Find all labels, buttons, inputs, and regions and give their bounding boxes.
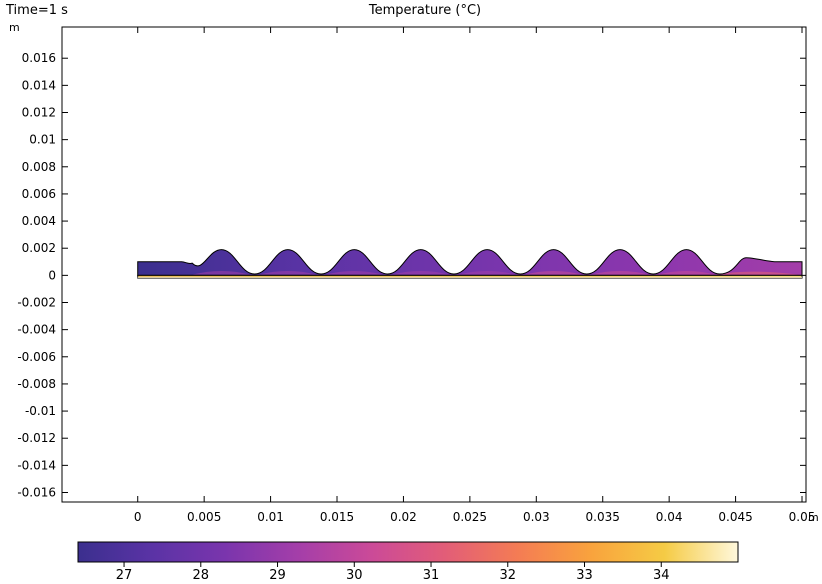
- y-tick-label: -0.012: [17, 431, 56, 445]
- colorbar-tick-label: 34: [653, 568, 670, 583]
- wall-hot-layer: [137, 276, 803, 279]
- y-tick-label: -0.004: [17, 323, 56, 337]
- x-tick-label: 0.005: [187, 510, 221, 524]
- y-tick-label: 0.006: [22, 187, 56, 201]
- y-tick-label: -0.016: [17, 486, 56, 500]
- y-tick-label: 0.014: [22, 78, 56, 92]
- warm-streak: [524, 270, 583, 275]
- y-axis: 0.016 0.014 0.012 0.01 0.008 0.006 0.004 0.002 0…: [17, 51, 806, 500]
- x-tick-label: 0.01: [257, 510, 284, 524]
- colorbar-tick-label: 27: [116, 568, 133, 583]
- warm-streak: [590, 270, 650, 275]
- colorbar-tick-label: 29: [269, 568, 286, 583]
- y-tick-label: -0.006: [17, 350, 56, 364]
- y-tick-label: -0.002: [17, 296, 56, 310]
- warm-streak: [325, 270, 384, 275]
- y-tick-label: 0: [48, 268, 56, 282]
- warm-streak: [657, 270, 716, 275]
- x-tick-label: 0.035: [586, 510, 620, 524]
- time-label: Time=1 s: [5, 3, 68, 18]
- x-tick-label: 0.04: [656, 510, 683, 524]
- colorbar: [77, 541, 739, 563]
- y-tick-label: -0.01: [25, 404, 56, 418]
- colorbar-tick-label: 30: [346, 568, 363, 583]
- warm-streak: [457, 270, 517, 275]
- x-tick-label: 0: [134, 510, 142, 524]
- y-tick-label: -0.008: [17, 377, 56, 391]
- x-axis-unit: m: [808, 511, 819, 524]
- y-axis-unit: m: [9, 21, 20, 34]
- colorbar-ticks: 27 28 29 30 31 32 33 34: [116, 562, 670, 583]
- y-tick-label: 0.004: [22, 214, 56, 228]
- colorbar-tick-label: 28: [193, 568, 210, 583]
- warm-streak: [391, 270, 450, 275]
- plot-frame: [61, 26, 807, 503]
- warm-streak: [192, 270, 251, 275]
- warm-streak-outlet: [715, 271, 800, 275]
- y-tick-label: 0.012: [22, 106, 56, 120]
- x-axis: 0 0.005 0.01 0.015 0.02 0.025 0.03 0.035 0.04 0.0…: [134, 27, 815, 524]
- y-tick-label: 0.01: [29, 133, 56, 147]
- fluid-outline: [137, 249, 803, 276]
- chart-title: Temperature (°C): [368, 3, 481, 18]
- plot-area: [137, 249, 803, 279]
- x-tick-label: 0.025: [453, 510, 487, 524]
- colorbar-tick-label: 31: [423, 568, 440, 583]
- y-tick-label: -0.014: [17, 458, 56, 472]
- y-tick-label: 0.002: [22, 241, 56, 255]
- fluid-domain: [137, 249, 803, 276]
- warm-streak: [258, 270, 318, 275]
- colorbar-tick-label: 33: [576, 568, 593, 583]
- x-tick-label: 0.02: [390, 510, 417, 524]
- y-tick-label: 0.016: [22, 51, 56, 65]
- x-tick-label: 0.05: [789, 510, 816, 524]
- y-tick-label: 0.008: [22, 160, 56, 174]
- x-tick-label: 0.03: [523, 510, 550, 524]
- colorbar-tick-label: 32: [499, 568, 516, 583]
- x-tick-label: 0.045: [718, 510, 752, 524]
- x-tick-label: 0.015: [320, 510, 354, 524]
